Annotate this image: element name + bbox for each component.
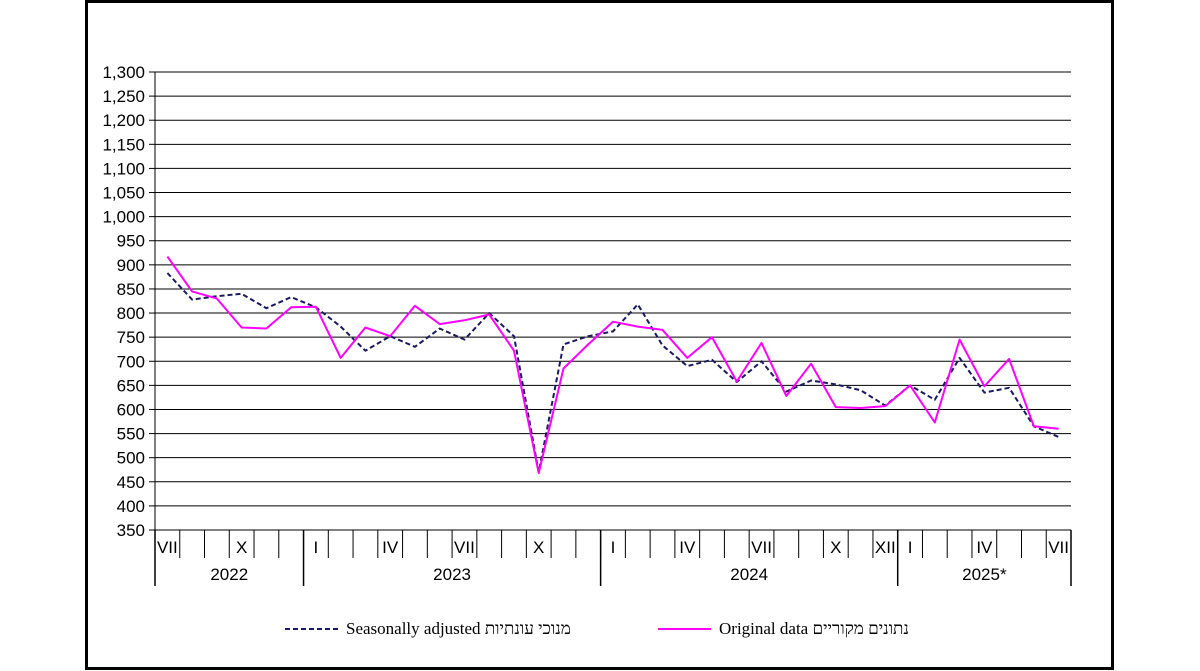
y-tick-label: 1,300 bbox=[102, 63, 145, 82]
y-tick-label: 400 bbox=[117, 497, 145, 516]
x-month-label: VII bbox=[454, 538, 475, 557]
series-lines bbox=[166, 256, 1059, 475]
y-tick-label: 1,150 bbox=[102, 135, 145, 154]
x-month-label: VII bbox=[157, 538, 178, 557]
x-year-label: 2025* bbox=[962, 565, 1007, 584]
series-line-original-data bbox=[166, 256, 1059, 475]
x-year-label: 2024 bbox=[730, 565, 768, 584]
x-month-label: X bbox=[236, 538, 247, 557]
y-tick-label: 600 bbox=[117, 400, 145, 419]
y-tick-label: 450 bbox=[117, 473, 145, 492]
y-tick-label: 900 bbox=[117, 256, 145, 275]
x-month-label: IV bbox=[976, 538, 993, 557]
y-tick-label: 1,200 bbox=[102, 111, 145, 130]
y-tick-label: 1,250 bbox=[102, 87, 145, 106]
legend-label-seasonally-adjusted: Seasonally adjusted מנוכי עונתיות bbox=[346, 619, 571, 638]
x-month-label: IV bbox=[382, 538, 399, 557]
y-tick-label: 650 bbox=[117, 376, 145, 395]
x-year-label: 2022 bbox=[210, 565, 248, 584]
y-tick-label: 550 bbox=[117, 425, 145, 444]
y-tick-label: 350 bbox=[117, 521, 145, 540]
x-month-label: VII bbox=[751, 538, 772, 557]
x-month-label: X bbox=[533, 538, 544, 557]
y-tick-label: 1,000 bbox=[102, 208, 145, 227]
y-axis-ticks: 350 400 450 500 550 600 650 700 750 800 850 900 950 1… bbox=[102, 63, 145, 540]
legend-label-original-data: Original data נתונים מקוריים bbox=[719, 619, 909, 638]
x-axis: VII X I IV VII X I IV VII X XII I IV VII 2022 2023 2024 2… bbox=[154, 529, 1072, 586]
y-tick-label: 700 bbox=[117, 352, 145, 371]
x-month-label: X bbox=[830, 538, 841, 557]
x-month-label: IV bbox=[679, 538, 696, 557]
x-month-label: XII bbox=[875, 538, 896, 557]
x-month-label: VII bbox=[1048, 538, 1069, 557]
y-tick-label: 500 bbox=[117, 449, 145, 468]
x-month-label: I bbox=[908, 538, 913, 557]
y-tick-label: 950 bbox=[117, 232, 145, 251]
legend: Seasonally adjusted מנוכי עונתיות Origin… bbox=[285, 619, 909, 638]
x-month-label: I bbox=[314, 538, 319, 557]
y-tick-label: 750 bbox=[117, 328, 145, 347]
x-year-label: 2023 bbox=[433, 565, 471, 584]
y-tick-label: 850 bbox=[117, 280, 145, 299]
x-month-label: I bbox=[611, 538, 616, 557]
y-tick-label: 1,100 bbox=[102, 159, 145, 178]
y-tick-label: 800 bbox=[117, 304, 145, 323]
y-tick-label: 1,050 bbox=[102, 184, 145, 203]
